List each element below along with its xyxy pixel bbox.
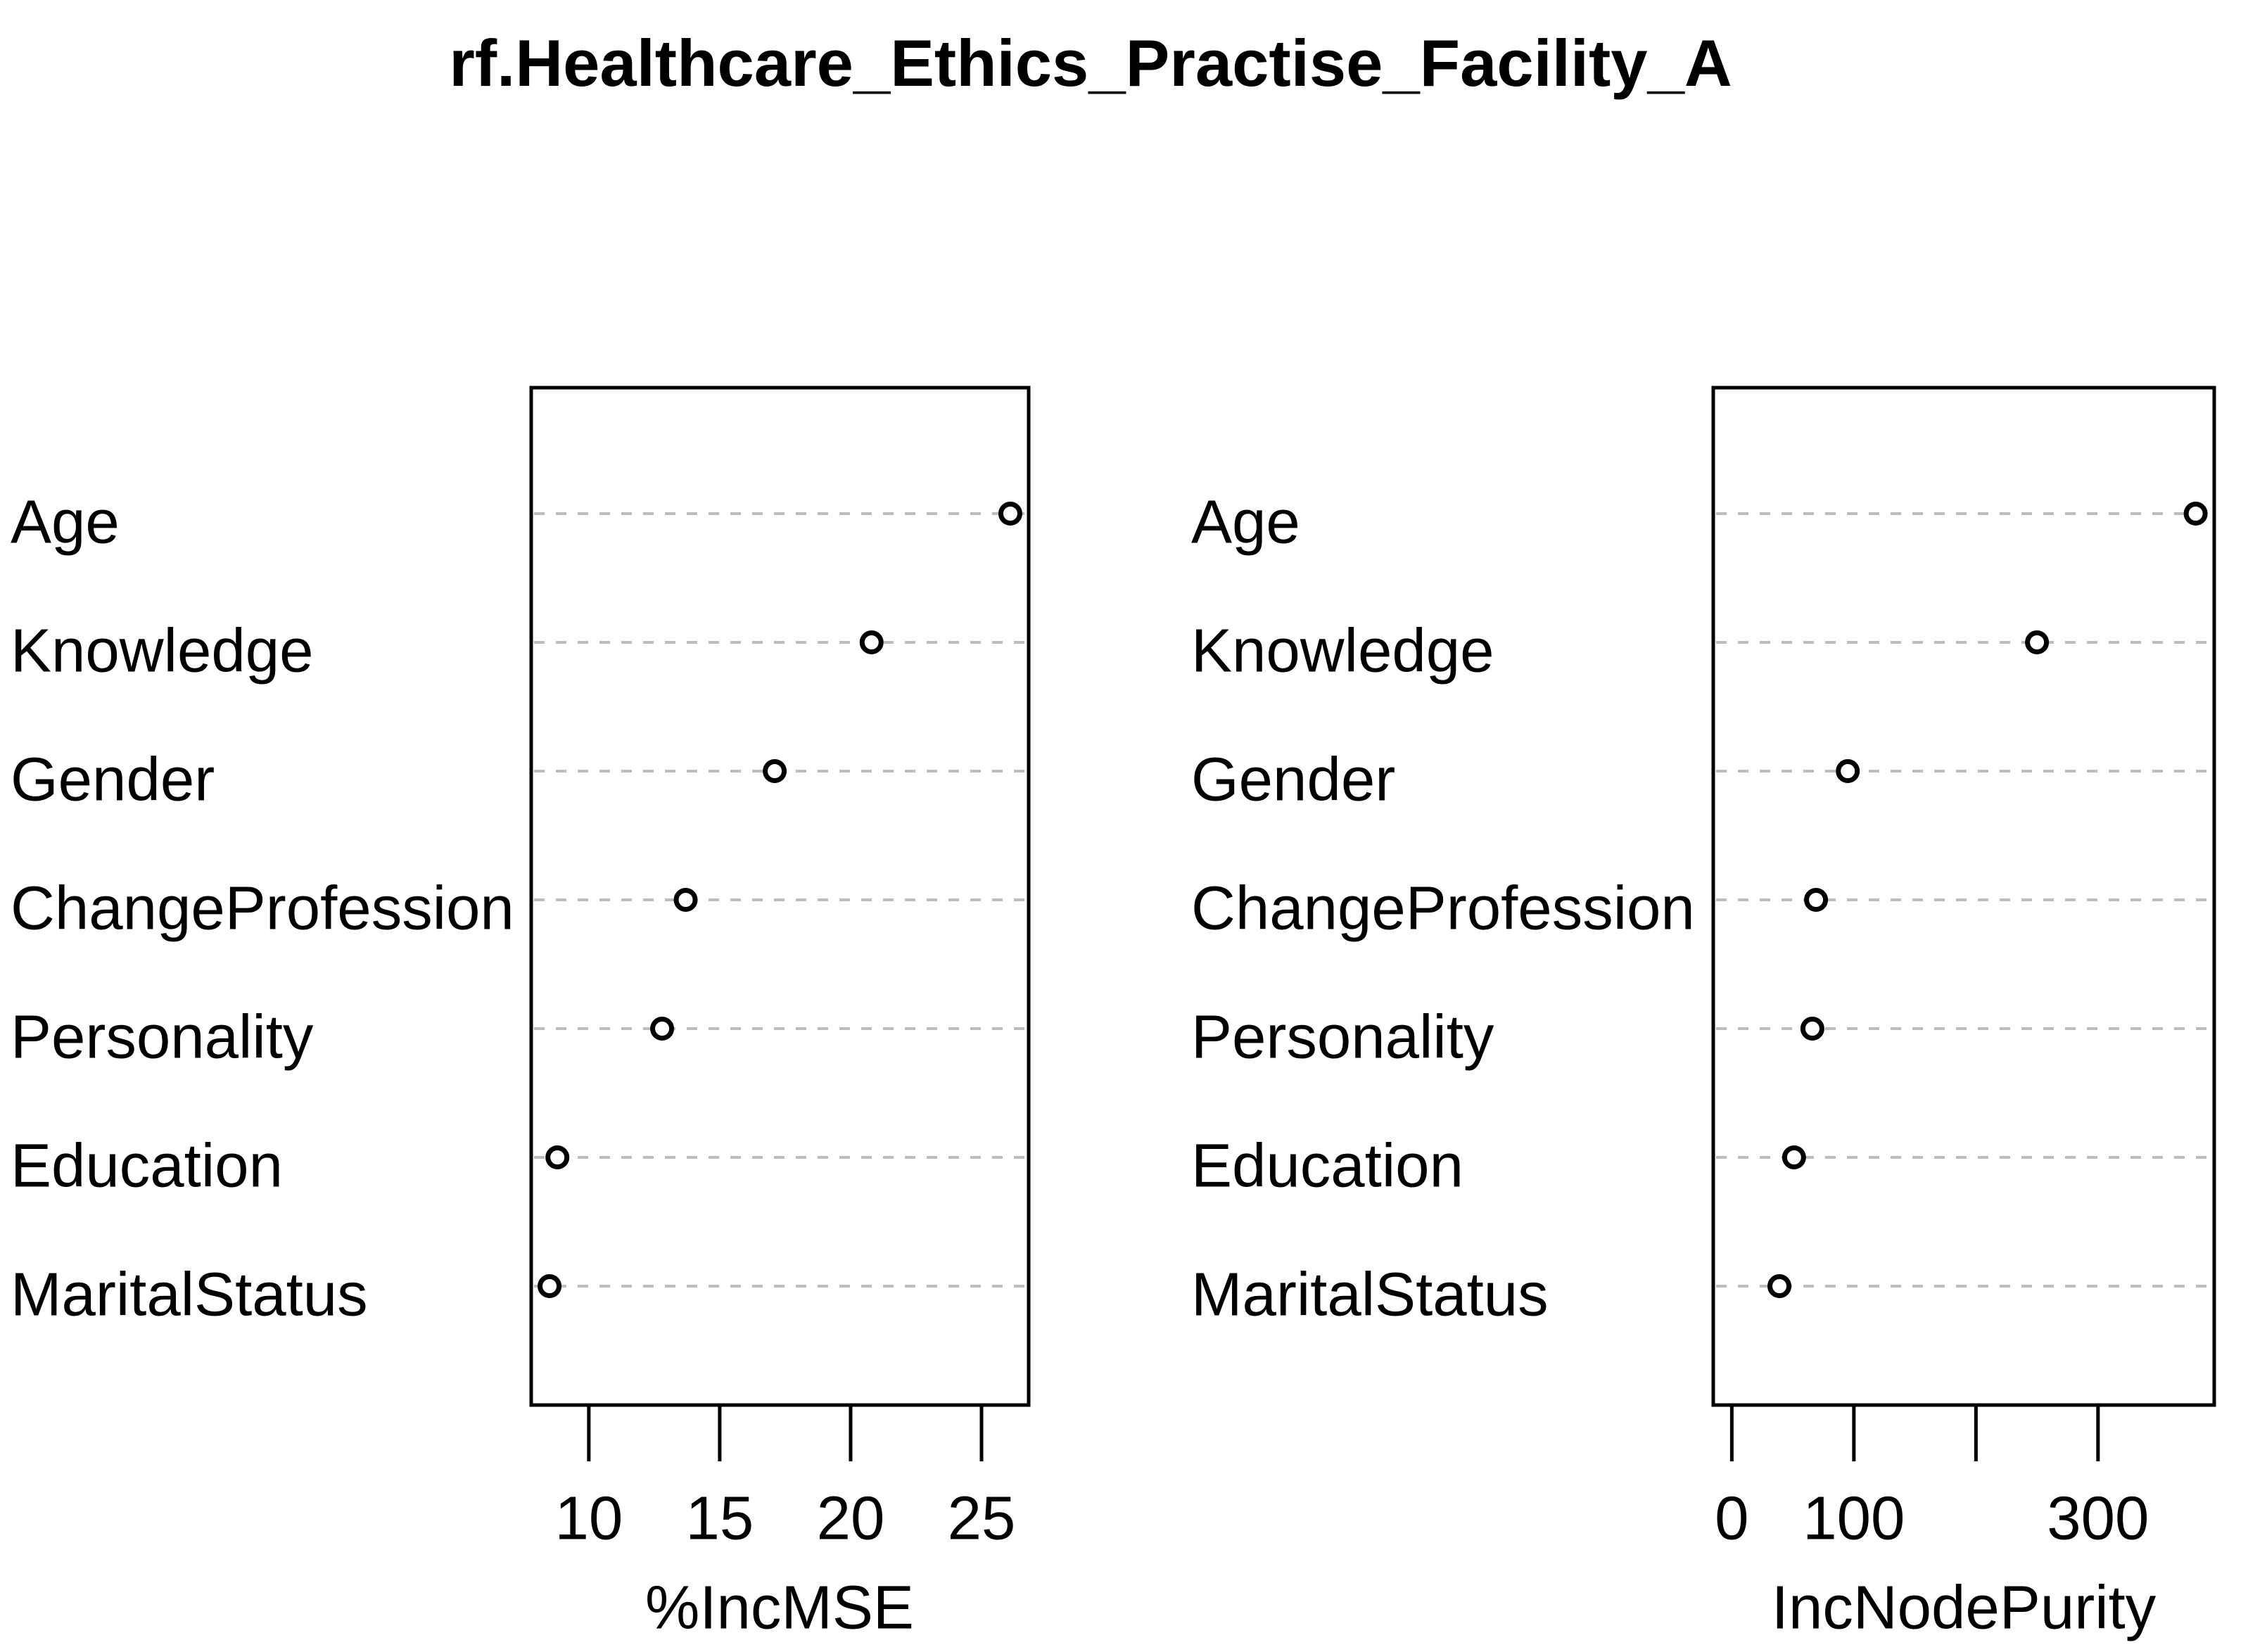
data-point-right-changeprofession	[1804, 888, 1829, 912]
data-point-left-knowledge	[859, 630, 884, 654]
plot-box-right	[1711, 386, 2216, 1407]
row-label-left-education: Education	[11, 1131, 283, 1200]
row-label-right-gender: Gender	[1191, 745, 1396, 814]
data-point-right-maritalstatus	[1767, 1274, 1792, 1298]
tick-label-left-20: 20	[816, 1484, 885, 1553]
tick-label-right-300: 300	[2047, 1484, 2149, 1553]
row-label-right-age: Age	[1191, 488, 1300, 557]
x-axis-label-left: %IncMSE	[645, 1573, 914, 1642]
data-point-left-education	[545, 1145, 570, 1169]
row-label-left-personality: Personality	[11, 1003, 314, 1072]
row-label-left-age: Age	[11, 488, 120, 557]
data-point-left-age	[998, 502, 1022, 526]
row-label-left-gender: Gender	[11, 745, 215, 814]
data-point-left-changeprofession	[673, 888, 698, 912]
tick-label-right-100: 100	[1803, 1484, 1905, 1553]
row-label-right-knowledge: Knowledge	[1191, 616, 1494, 685]
row-label-right-education: Education	[1191, 1131, 1463, 1200]
plot-box-left	[529, 386, 1031, 1407]
tick-label-left-25: 25	[947, 1484, 1016, 1553]
row-label-left-changeprofession: ChangeProfession	[11, 874, 514, 943]
data-point-right-personality	[1800, 1017, 1824, 1041]
tick-label-left-10: 10	[554, 1484, 623, 1553]
tick-label-left-15: 15	[685, 1484, 754, 1553]
x-axis-label-right: IncNodePurity	[1771, 1573, 2157, 1642]
row-label-right-personality: Personality	[1191, 1003, 1494, 1072]
data-point-left-maritalstatus	[538, 1274, 562, 1298]
plot-title: rf.Healthcare_Ethics_Practise_Facility_A	[449, 26, 1732, 100]
data-point-right-gender	[1836, 759, 1860, 783]
row-label-left-maritalstatus: MaritalStatus	[11, 1260, 368, 1329]
row-label-left-knowledge: Knowledge	[11, 616, 314, 685]
data-point-right-age	[2183, 502, 2208, 526]
data-point-left-gender	[763, 759, 787, 783]
row-label-right-changeprofession: ChangeProfession	[1191, 874, 1695, 943]
data-point-left-personality	[650, 1017, 675, 1041]
data-point-right-education	[1782, 1145, 1806, 1169]
data-point-right-knowledge	[2025, 630, 2050, 654]
row-label-right-maritalstatus: MaritalStatus	[1191, 1260, 1549, 1329]
tick-label-right-0: 0	[1715, 1484, 1749, 1553]
